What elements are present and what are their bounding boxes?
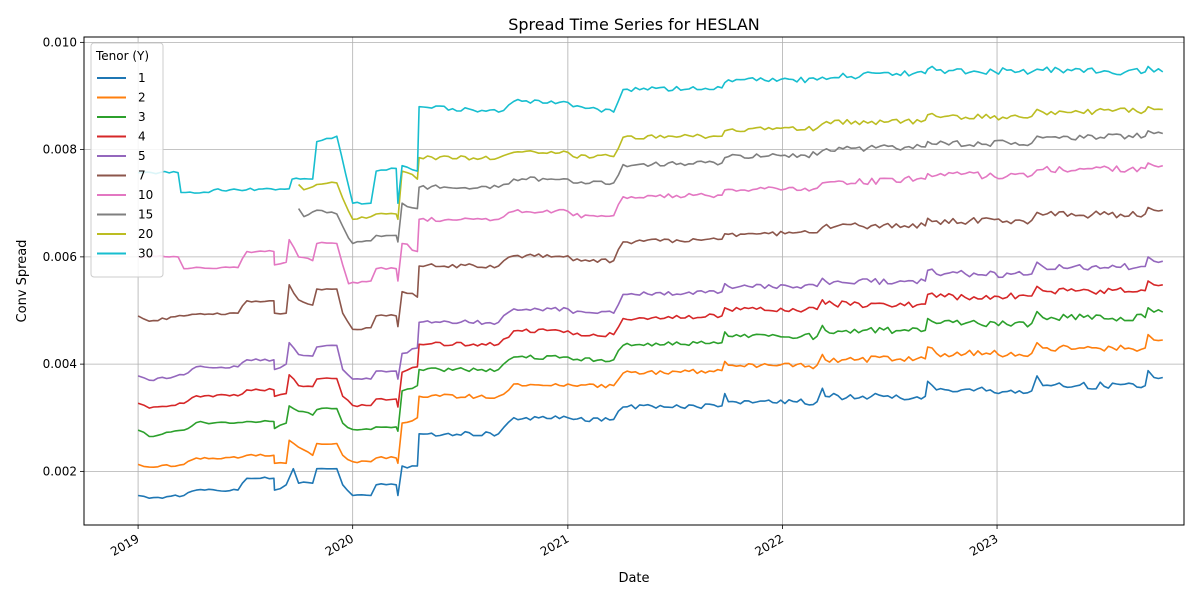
legend-entry-3: 3	[138, 110, 146, 124]
series-line-20	[298, 105, 1163, 221]
series-lines	[137, 65, 1164, 499]
legend-entry-10: 10	[138, 188, 153, 202]
series-line-10	[137, 162, 1164, 285]
series-line-2	[137, 333, 1163, 468]
y-axis: 0.002 0.004 0.006 0.008 0.010	[43, 35, 84, 478]
legend-entry-4: 4	[138, 130, 146, 144]
chart-title: Spread Time Series for HESLAN	[508, 15, 760, 34]
series-line-7	[137, 206, 1163, 331]
legend-entry-2: 2	[138, 91, 146, 105]
y-tick-label: 0.002	[43, 464, 77, 478]
y-tick-label: 0.006	[43, 250, 77, 264]
series-line-4	[137, 280, 1163, 409]
series-line-15	[297, 130, 1164, 245]
y-tick-label: 0.010	[43, 35, 77, 49]
legend-entry-5: 5	[138, 149, 146, 163]
legend-box	[90, 42, 164, 278]
plot-frame	[83, 36, 1185, 526]
legend-entry-1: 1	[138, 71, 146, 85]
series-line-5	[137, 256, 1164, 382]
legend-entry-20: 20	[138, 227, 153, 241]
x-axis-title: Date	[618, 571, 649, 586]
y-axis-title: Conv Spread	[15, 240, 30, 323]
grid	[84, 37, 1184, 525]
legend-entry-7: 7	[138, 169, 146, 183]
series-line-30	[138, 65, 1164, 205]
legend-title: Tenor (Y)	[95, 49, 149, 63]
y-tick-label: 0.008	[43, 143, 77, 157]
series-line-3	[137, 307, 1164, 438]
series-line-1	[137, 369, 1163, 499]
y-tick-label: 0.004	[43, 357, 77, 371]
legend: Tenor (Y) 1 2 3 4 5 7 10 15 20 30	[90, 42, 164, 278]
legend-entry-30: 30	[138, 247, 153, 261]
legend-entry-15: 15	[138, 208, 153, 222]
